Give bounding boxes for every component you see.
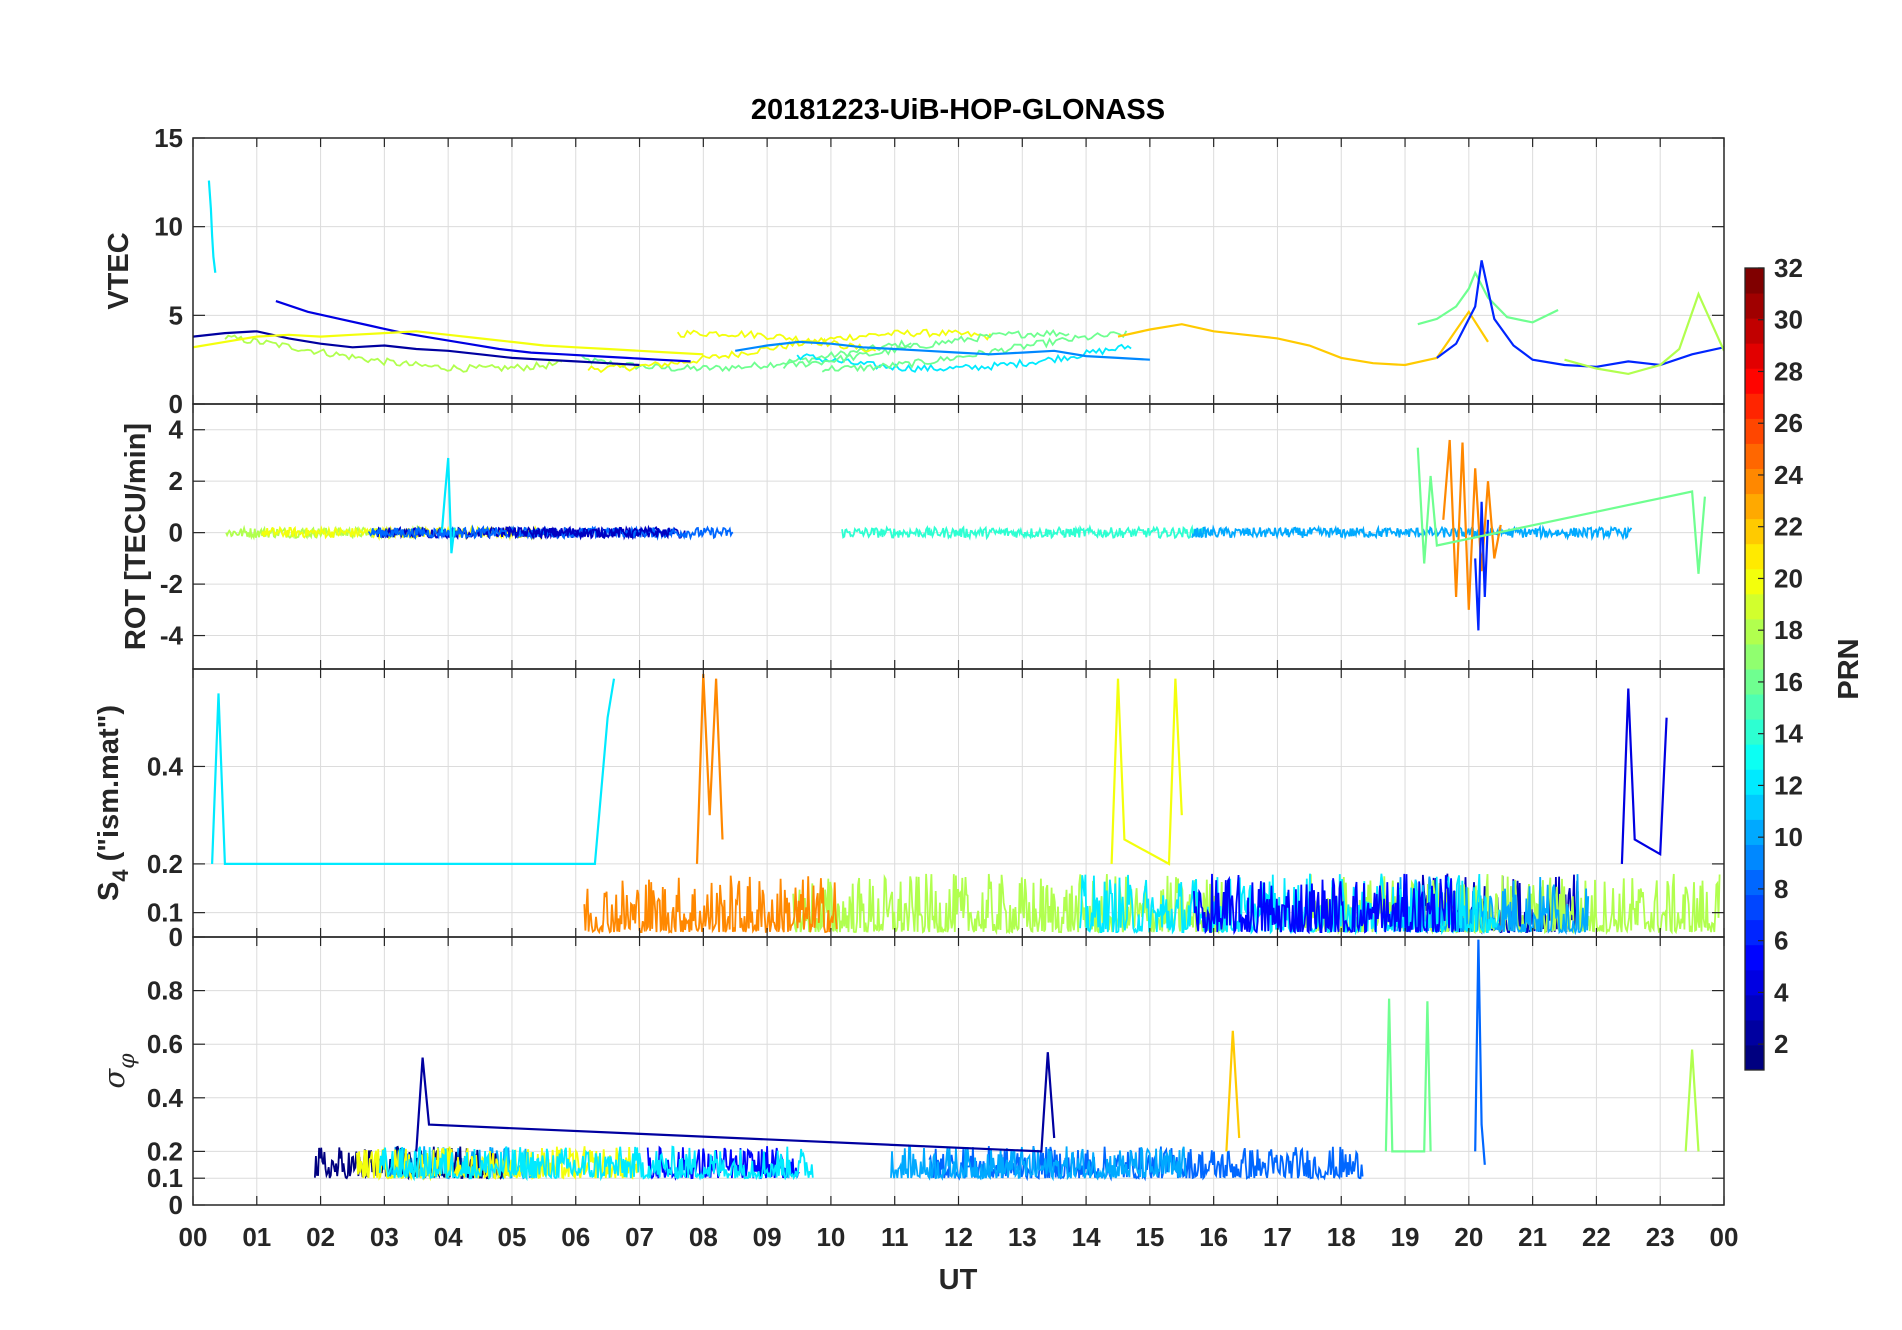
x-tick-label: 10 [816,1222,845,1252]
colorbar-tick-label: 22 [1774,512,1803,542]
x-tick-label: 02 [306,1222,335,1252]
s4-y-tick-label: 0.1 [147,898,183,928]
s4-y-axis-label: S4 ("ism.mat") [93,705,133,901]
rot-background-traces [225,524,1633,542]
s4-y-tick-label: 0.2 [147,849,183,879]
rot-series-3 [1416,447,1706,574]
colorbar-tick-label: 30 [1774,305,1803,335]
x-tick-label: 08 [689,1222,718,1252]
x-tick-label: 17 [1263,1222,1292,1252]
x-tick-label: 21 [1518,1222,1547,1252]
rot-y-tick-label: 2 [169,466,183,496]
vtec-y-tick-label: 15 [154,123,183,153]
x-tick-label: 00 [1710,1222,1739,1252]
sigma-background-traces [314,1144,1364,1182]
x-tick-label: 20 [1454,1222,1483,1252]
x-tick-label: 00 [179,1222,208,1252]
vtec-series-4 [735,340,1150,361]
sigma-series-4 [1684,1049,1700,1152]
colorbar-tick-label: 24 [1774,460,1803,490]
chart-title: 20181223-UiB-HOP-GLONASS [751,94,1165,126]
s4-series [211,673,1668,866]
x-tick-label: 16 [1199,1222,1228,1252]
x-tick-label: 23 [1646,1222,1675,1252]
colorbar-tick-label: 8 [1774,874,1788,904]
x-tick-labels: 00 01 02 03 04 05 06 07 08 09 10 11 12 13 14 15 16 17 18 19… [179,1222,1739,1252]
rot-series [440,439,1706,631]
vtec-series-0 [207,180,217,273]
rot-y-axis-label: ROT [TECU/min] [120,423,152,650]
colorbar-label: PRN [1833,638,1865,699]
x-tick-label: 04 [434,1222,463,1252]
sigma-series-2 [1225,1030,1241,1152]
colorbar-tick-label: 4 [1774,977,1789,1007]
sigma-series-1 [1384,998,1432,1153]
x-tick-label: 14 [1072,1222,1101,1252]
colorbar-tick-label: 10 [1774,822,1803,852]
x-tick-label: 07 [625,1222,654,1252]
sigma-y-tick-label: 0.2 [147,1136,183,1166]
s4-series-1 [1110,678,1183,866]
x-tick-label: 22 [1582,1222,1611,1252]
s4-y-tick-label: 0 [169,922,183,952]
x-tick-label: 03 [370,1222,399,1252]
sigma-y-tick-label: 0 [169,1190,183,1220]
colorbar-tick-label: 26 [1774,408,1803,438]
s4-background-traces [583,873,1721,936]
sigma-y-axis-label: σφ [97,1053,140,1089]
x-tick-label: 18 [1327,1222,1356,1252]
x-tick-label: 09 [753,1222,782,1252]
sigma-series-3 [415,1052,1056,1153]
colorbar-tick-label: 28 [1774,356,1803,386]
vtec-y-axis-label: VTEC [103,232,135,309]
s4-y-tick-label: 0.4 [147,751,184,781]
colorbar-tick-label: 18 [1774,615,1803,645]
colorbar-tick-label: 14 [1774,719,1803,749]
sigma-series-0 [1474,939,1486,1165]
panel-rot: -4 -2 0 2 4 ROT [TECU/min] [120,403,1725,670]
x-tick-label: 15 [1135,1222,1164,1252]
colorbar-tick-label: 2 [1774,1029,1788,1059]
colorbar-tick-label: 16 [1774,667,1803,697]
colorbar-tick-label: 6 [1774,926,1788,956]
colorbar-tick-label: 12 [1774,770,1803,800]
rot-y-tick-label: -4 [160,621,184,651]
sigma-y-tick-label: 0.8 [147,976,183,1006]
vtec-y-tick-label: 0 [169,389,183,419]
vtec-series-3 [193,330,704,356]
vtec-series [193,180,1724,376]
s4-series-2 [1620,688,1668,864]
x-tick-label: 12 [944,1222,973,1252]
vtec-series-8 [1564,291,1724,376]
x-tick-label: 05 [497,1222,526,1252]
sigma-y-tick-label: 0.6 [147,1029,183,1059]
x-tick-label: 19 [1391,1222,1420,1252]
rot-y-tick-label: -2 [160,569,183,599]
sigma-y-tick-label: 0.4 [147,1083,184,1113]
x-axis-label: UT [939,1264,978,1296]
vtec-y-tick-label: 5 [169,300,183,330]
s4-series-3 [211,678,616,866]
colorbar-tick-label: 32 [1774,253,1803,283]
x-tick-label: 06 [561,1222,590,1252]
sigma-series [415,939,1700,1165]
rot-series-0 [440,457,456,554]
vtec-series-1 [193,330,640,367]
vtec-y-tick-label: 10 [154,212,183,242]
x-tick-label: 13 [1008,1222,1037,1252]
rot-y-tick-label: 4 [169,415,184,445]
vtec-series-2 [275,300,691,363]
x-tick-label: 11 [881,1222,909,1252]
panel-sigma: 00.10.2 0.4 0.6 0.8 σφ [97,936,1725,1220]
s4-series-0 [695,673,724,864]
rot-series-2 [1474,501,1490,631]
sigma-y-tick-label: 0.1 [147,1163,183,1193]
x-tick-label: 01 [242,1222,271,1252]
vtec-series-6 [1417,270,1559,326]
colorbar-tick-label: 20 [1774,563,1803,593]
rot-y-tick-label: 0 [169,518,183,548]
panel-vtec: 0 5 10 15 VTEC [103,123,1725,419]
